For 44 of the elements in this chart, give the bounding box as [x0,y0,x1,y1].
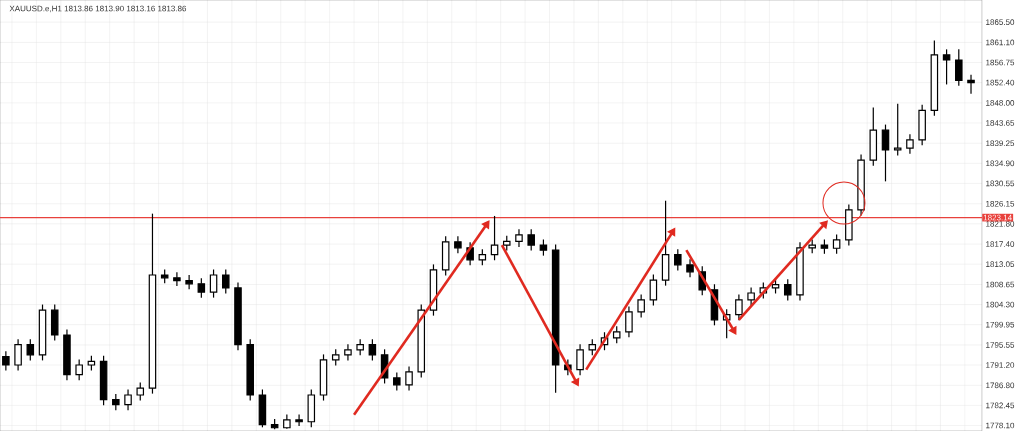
candlestick [686,258,694,278]
y-tick-label: 1852.40 [986,79,1015,86]
text: XAUUSD.e,H1 1813.86 1813.90 1813.16 1813.86 [9,5,187,13]
y-tick-label: 1778.10 [986,422,1015,429]
candlestick [625,305,633,338]
y-tick-label: 1839.25 [986,140,1015,147]
candlestick [454,235,462,254]
y-tick-label: 1813.05 [986,261,1015,268]
y-tick-label: 1826.15 [986,200,1015,207]
candlestick [185,274,193,290]
candlestick [14,338,22,372]
y-tick-label: 1821.80 [986,220,1015,227]
candlestick [405,365,413,391]
y-tick-label: 1795.55 [986,342,1015,348]
candlestick [857,153,865,217]
candlestick [124,388,132,411]
candlestick [906,133,914,155]
y-tick-label: 1856.75 [986,59,1015,66]
y-tick-label: 1830.55 [986,180,1015,187]
candlestick [63,328,71,381]
y-tick-label: 1786.80 [986,382,1015,389]
candlestick [173,271,181,287]
candlestick [295,413,303,427]
y-tick-label: 1782.45 [986,402,1015,409]
y-tick-label: 1808.65 [986,281,1015,288]
candlestick [576,343,584,376]
y-tick-label: 1799.95 [986,321,1015,328]
ref-line-label: 1823.14 [983,214,1012,221]
y-tick-label: 1817.40 [986,241,1015,247]
candlestick [2,350,10,372]
y-tick-label: 1804.30 [986,301,1015,308]
candlestick [747,286,755,307]
candlestick [515,228,523,248]
y-tick-label: 1843.65 [986,120,1015,126]
candlestick [796,241,804,301]
y-tick-label: 1834.90 [986,160,1015,167]
candlestick [344,343,352,361]
y-tick-label: 1865.50 [986,19,1015,25]
candlestick [234,281,242,351]
y-tick-label: 1791.20 [986,362,1015,368]
y-tick-label: 1861.10 [986,39,1015,46]
y-tick-label: 1848.00 [986,100,1015,106]
candlestick [967,74,975,95]
candlestick [283,413,291,429]
